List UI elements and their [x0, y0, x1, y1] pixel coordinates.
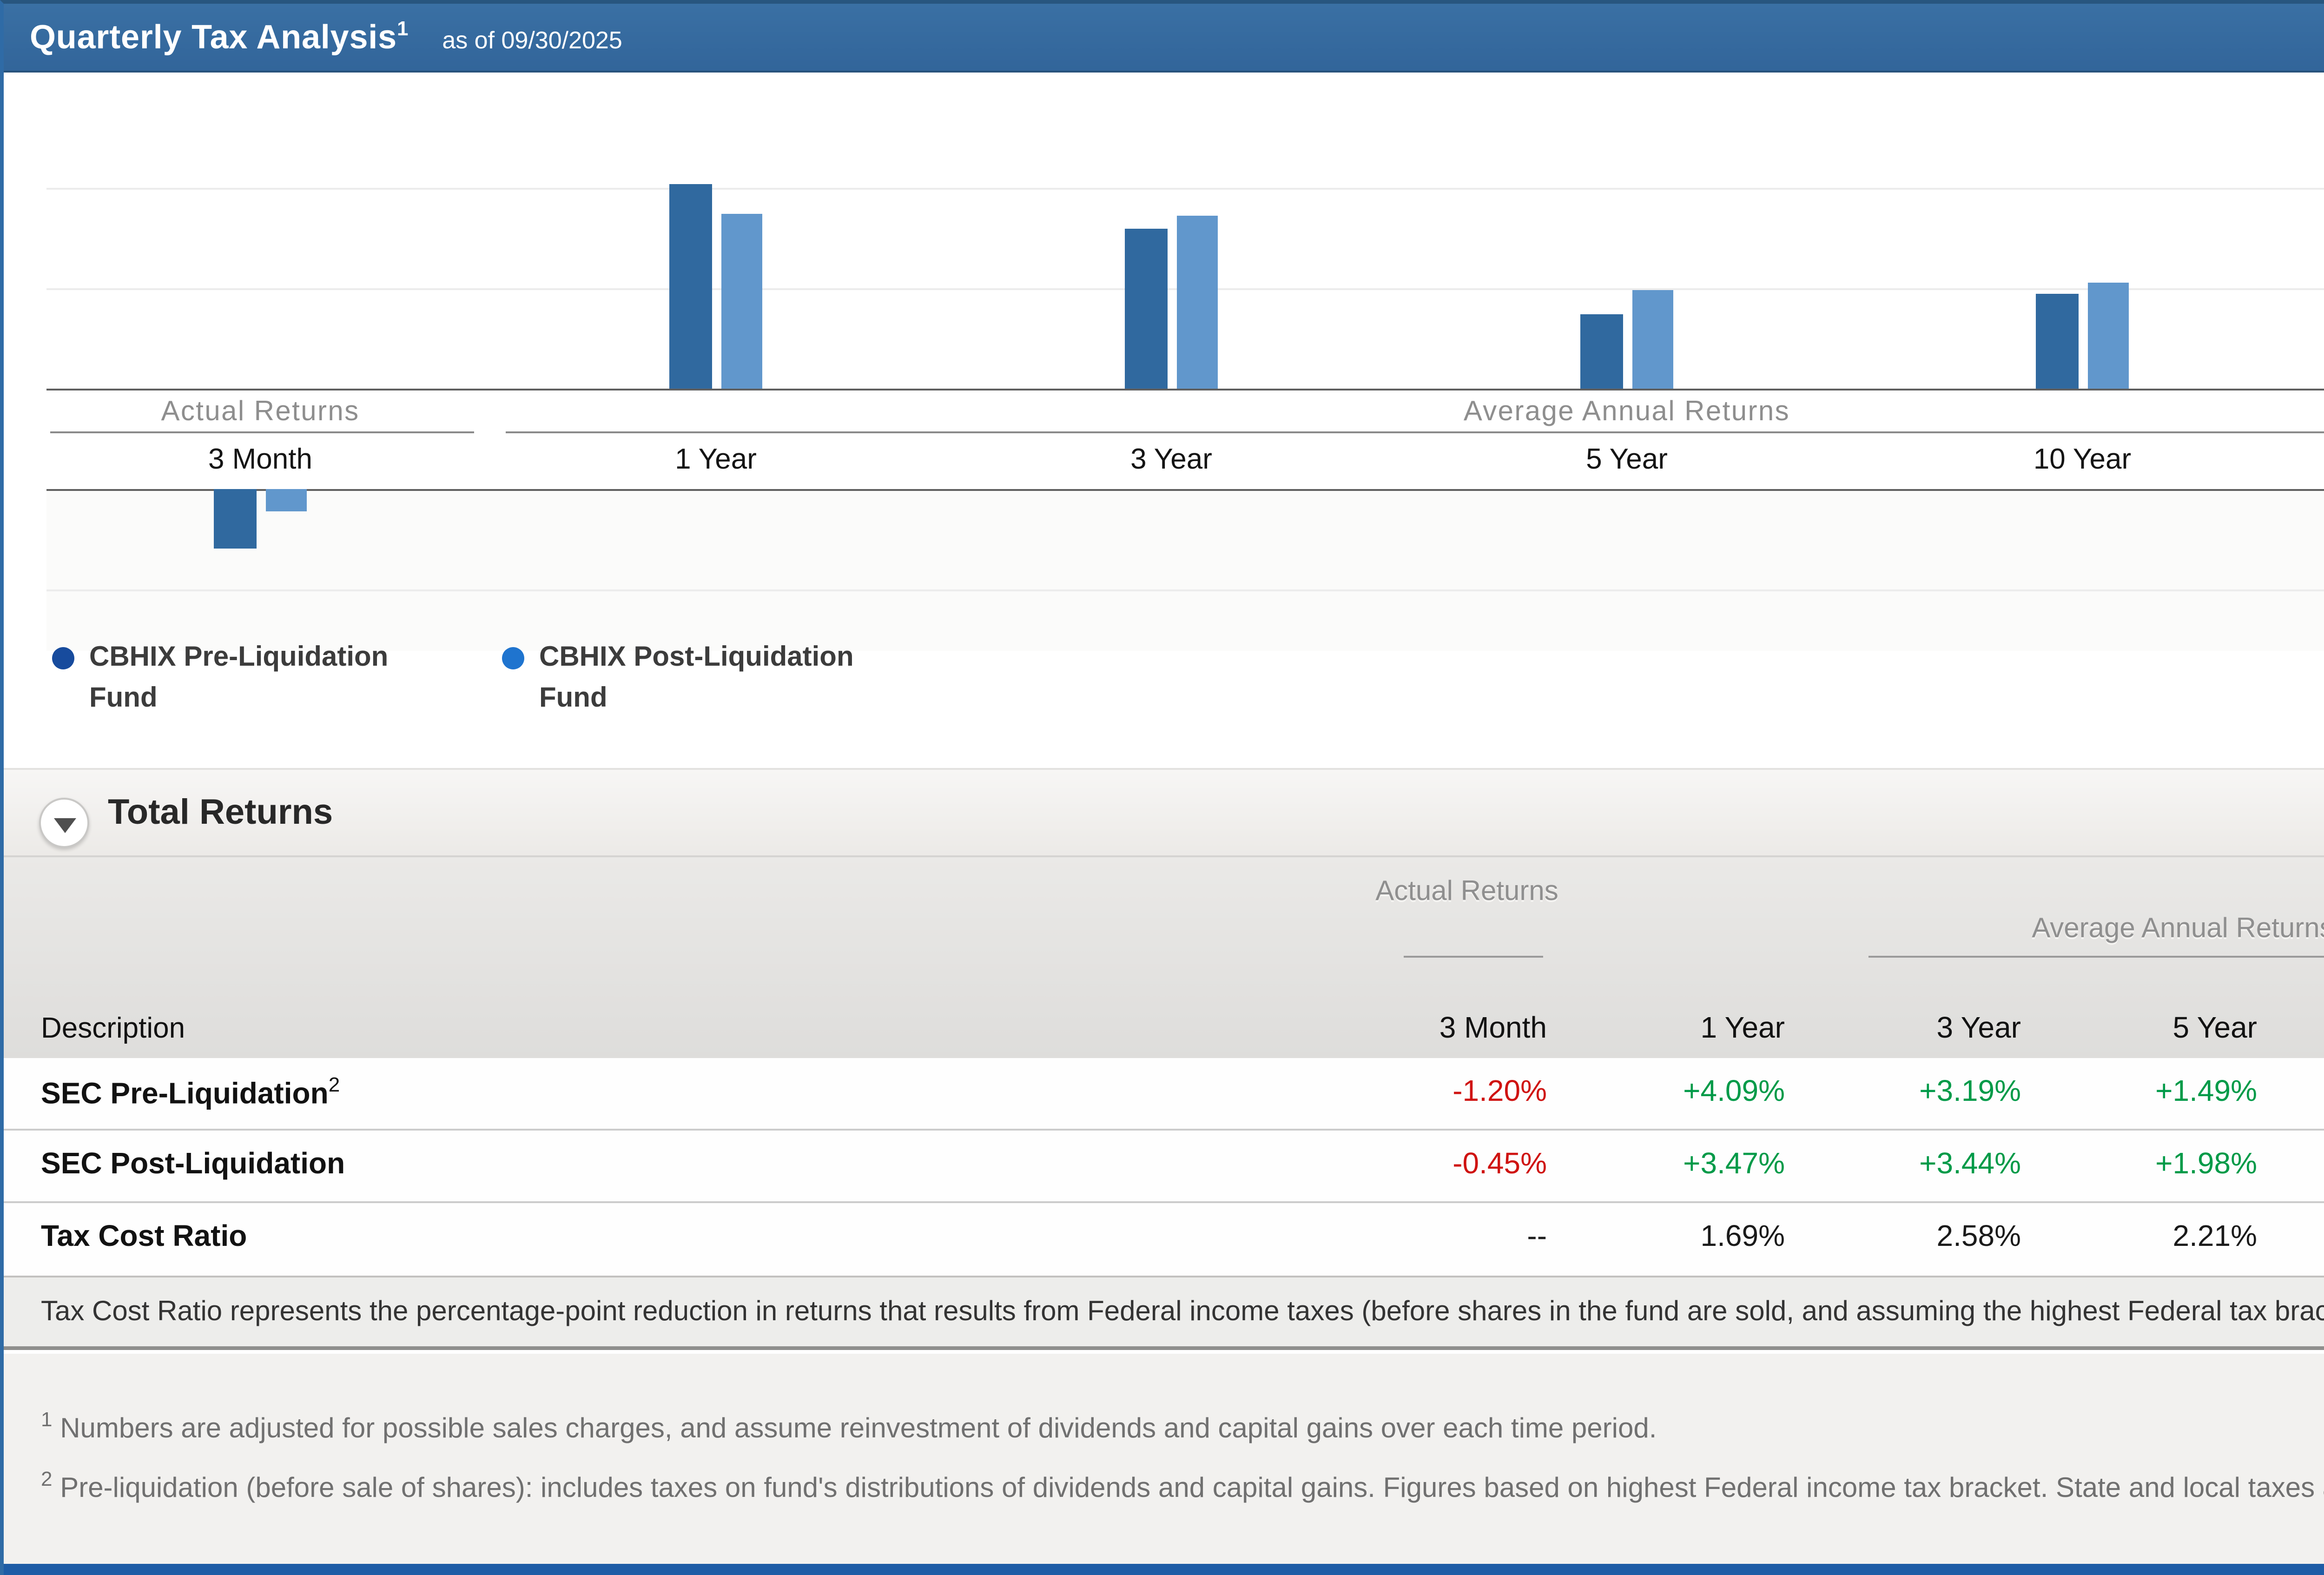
- cell-5-year: 2.21%: [2172, 1222, 2258, 1253]
- cell-5-year: +1.98%: [2155, 1149, 2257, 1181]
- actual-returns-underline: [50, 431, 474, 433]
- gridline--2%: [46, 589, 2324, 591]
- table-header: Actual Returns Average Annual Returns In…: [4, 857, 2324, 1058]
- section-title: Total Returns: [108, 794, 333, 833]
- row-label: SEC Post-Liquidation: [41, 1149, 345, 1181]
- chart-band-bottom-line: [46, 489, 2324, 491]
- table-group-average-underline: [1868, 956, 2324, 958]
- returns-table: SEC Pre-Liquidation2 -1.20% +4.09% +3.19…: [4, 1058, 2324, 1274]
- table-group-actual-underline: [1404, 956, 1543, 958]
- cell-10-year: +2.11%: [2257, 1149, 2324, 1183]
- cell-5-year: +1.49%: [2155, 1077, 2257, 1108]
- page-title: Quarterly Tax Analysis1: [30, 18, 409, 55]
- footnote-1: 1 Numbers are adjusted for possible sale…: [41, 1410, 1657, 1445]
- column-header-1-year: 1 Year: [1700, 1013, 1785, 1045]
- legend-item-pre-liquidation: CBHIX Pre-Liquidation Fund: [52, 638, 388, 720]
- bottom-blue-bar: [4, 1564, 2324, 1575]
- legend-item-post-liquidation: CBHIX Post-Liquidation Fund: [502, 638, 854, 720]
- bar-cbhix-post-liquidation-fund-3-month: [265, 489, 307, 512]
- table-row-tax-cost-ratio: Tax Cost Ratio -- 1.69% 2.58% 2.21% 1.78…: [4, 1203, 2324, 1274]
- bar-cbhix-post-liquidation-fund-5-year: [1631, 289, 1673, 389]
- table-group-average-annual-returns: Average Annual Returns: [2032, 913, 2324, 945]
- chart-group-label-actual: Actual Returns: [161, 396, 360, 428]
- category-label-1-year: 1 Year: [675, 444, 757, 476]
- post-liquidation-dot-icon: [502, 647, 524, 669]
- gridline-4%: [46, 188, 2324, 190]
- cell-1-year: +3.47%: [1683, 1149, 1785, 1181]
- title-footnote-marker: 1: [397, 18, 409, 40]
- cell-3-year: 2.58%: [1936, 1222, 2021, 1253]
- column-header-5-year: 5 Year: [2172, 1013, 2257, 1045]
- category-label-10-year: 10 Year: [2033, 444, 2132, 476]
- cell-3-month: --: [1527, 1222, 1547, 1253]
- bar-cbhix-post-liquidation-fund-10-year: [2087, 283, 2129, 389]
- bar-cbhix-pre-liquidation-fund-1-year: [669, 183, 711, 389]
- average-annual-returns-underline: [506, 431, 2324, 433]
- collapse-toggle-button[interactable]: [39, 798, 89, 848]
- table-row-sec-pre-liquidation: SEC Pre-Liquidation2 -1.20% +4.09% +3.19…: [4, 1058, 2324, 1131]
- cell-3-year: +3.19%: [1919, 1077, 2021, 1108]
- tax-cost-ratio-note: Tax Cost Ratio represents the percentage…: [4, 1276, 2324, 1350]
- bar-cbhix-post-liquidation-fund-3-year: [1176, 216, 1218, 389]
- bar-cbhix-pre-liquidation-fund-3-year: [1125, 228, 1167, 389]
- cell-3-year: +3.44%: [1919, 1149, 2021, 1181]
- panel-header: Quarterly Tax Analysis1 as of 09/30/2025: [4, 4, 2324, 73]
- legend-label: CBHIX Post-Liquidation Fund: [539, 642, 854, 714]
- row-label: SEC Pre-Liquidation2: [41, 1074, 340, 1111]
- legend-label: CBHIX Pre-Liquidation Fund: [89, 642, 389, 714]
- bar-cbhix-post-liquidation-fund-1-year: [720, 214, 762, 389]
- footnote-2: 2 Pre-liquidation (before sale of shares…: [41, 1469, 2324, 1504]
- row-label: Tax Cost Ratio: [41, 1222, 247, 1253]
- cell-10-year: 1.78%: [2257, 1222, 2324, 1255]
- bar-cbhix-pre-liquidation-fund-5-year: [1580, 314, 1622, 389]
- category-label-3-month: 3 Month: [208, 444, 312, 476]
- column-header-3-month: 3 Month: [1439, 1013, 1547, 1045]
- cell-1-year: 1.69%: [1700, 1222, 1785, 1253]
- cell-3-month: -1.20%: [1452, 1077, 1547, 1108]
- as-of-date: as of 09/30/2025: [442, 25, 622, 53]
- table-group-actual-returns: Actual Returns: [1375, 876, 1558, 907]
- returns-bar-chart: Actual Returns Average Annual Returns 4%…: [4, 4, 2324, 1575]
- row-footnote-marker: 2: [328, 1074, 340, 1097]
- chart-group-label-average-annual: Average Annual Returns: [1463, 396, 1790, 428]
- chart-zero-axis-line: [46, 389, 2324, 390]
- footnotes: 1 Numbers are adjusted for possible sale…: [4, 1354, 2324, 1564]
- cell-3-month: -0.45%: [1452, 1149, 1547, 1181]
- column-header-10-year: 10 Year: [2257, 1013, 2324, 1047]
- chart-negative-zone: [46, 491, 2324, 651]
- table-columns-row: Description 3 Month 1 Year 3 Year 5 Year…: [4, 1013, 2324, 1047]
- chevron-down-icon: [53, 817, 75, 832]
- bar-cbhix-pre-liquidation-fund-3-month: [214, 489, 256, 549]
- pre-liquidation-dot-icon: [52, 647, 74, 669]
- cell-10-year: +1.89%: [2257, 1077, 2324, 1110]
- column-header-3-year: 3 Year: [1936, 1013, 2021, 1045]
- table-row-sec-post-liquidation: SEC Post-Liquidation -0.45% +3.47% +3.44…: [4, 1131, 2324, 1203]
- category-label-5-year: 5 Year: [1586, 444, 1668, 476]
- total-returns-section-bar: Total Returns: [4, 768, 2324, 857]
- column-header-description: Description: [41, 1013, 185, 1045]
- cell-1-year: +4.09%: [1683, 1077, 1785, 1108]
- bar-cbhix-pre-liquidation-fund-10-year: [2036, 293, 2078, 389]
- category-label-3-year: 3 Year: [1130, 444, 1212, 476]
